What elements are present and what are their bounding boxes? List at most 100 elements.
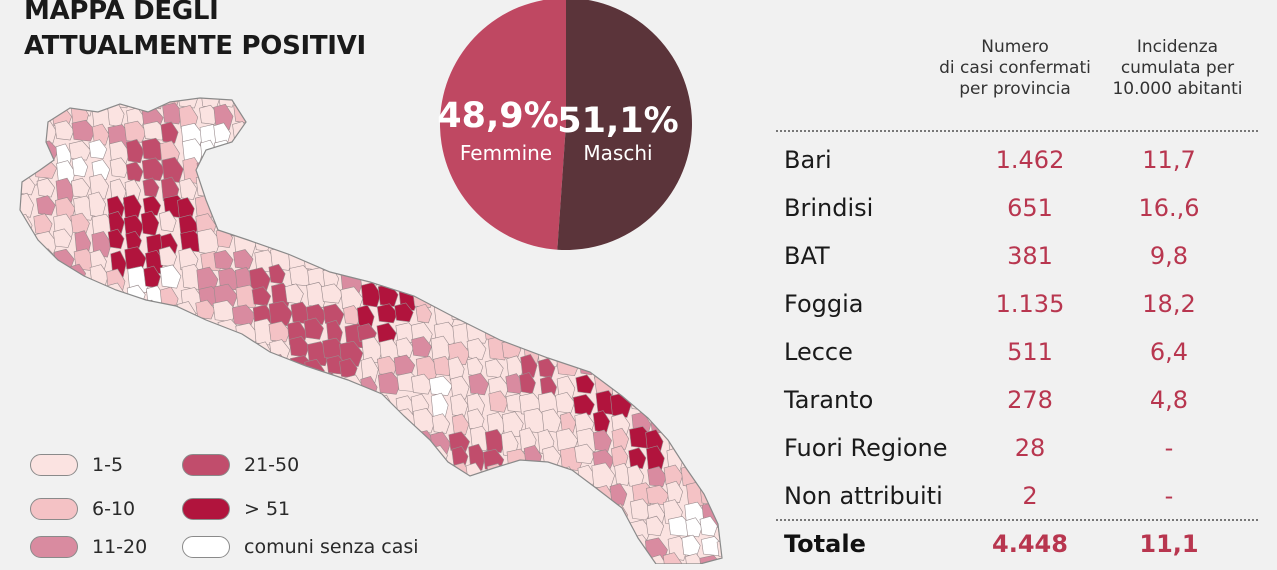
municipality-cell [303,176,326,198]
municipality-cell [414,268,438,291]
municipality-cell [325,155,349,180]
municipality-cell [505,465,526,488]
municipality-cell [483,318,502,342]
municipality-cell [647,466,667,488]
legend-item-no-cases: comuni senza casi [182,536,419,558]
municipality-cell [722,90,740,108]
municipality-cell [558,319,581,345]
municipality-cell [613,304,637,326]
legend-swatch-21-50 [182,454,230,476]
municipality-cell [71,119,96,142]
municipality-cell [716,515,722,538]
municipality-cell [560,557,580,564]
table-row: Fuori Regione 28 - [784,434,1254,474]
municipality-cell [559,500,580,528]
municipality-cell [20,443,24,471]
municipality-cell [344,98,362,111]
municipality-cell [555,428,579,453]
municipality-cell [163,391,182,420]
municipality-cell [302,193,325,221]
municipality-cell [451,537,469,558]
municipality-cell [648,374,670,398]
municipality-cell [307,412,325,440]
municipality-cell [20,427,41,450]
municipality-cell [450,521,475,547]
municipality-cell [20,266,35,290]
municipality-cell [270,104,291,126]
municipality-cell [271,431,290,452]
municipality-cell [51,390,74,418]
municipality-cell [0,210,19,231]
municipality-cell [284,283,304,305]
municipality-cell [200,338,217,359]
municipality-cell [397,98,415,107]
municipality-cell [522,483,544,506]
municipality-cell [702,321,721,347]
municipality-cell [613,336,634,359]
municipality-cell [557,518,575,543]
municipality-cell [451,413,470,436]
municipality-cell [195,299,216,320]
municipality-cell [288,336,310,358]
municipality-cell [0,464,19,488]
municipality-cell [142,195,162,216]
municipality-cell [20,503,24,529]
municipality-cell [468,372,489,396]
province-name: Brindisi [784,194,874,222]
municipality-cell [109,355,128,377]
municipality-cell [235,98,258,111]
municipality-cell [592,500,611,525]
municipality-cell [501,552,523,564]
legend-label-21-50: 21-50 [244,454,300,476]
municipality-cell [737,557,740,564]
municipality-cell [447,555,465,564]
municipality-cell [0,412,15,434]
municipality-cell [106,372,124,394]
municipality-cell [20,320,40,341]
municipality-cell [468,284,490,311]
municipality-cell [213,103,234,131]
province-name: BAT [784,242,830,270]
municipality-cell [394,302,414,323]
municipality-cell [522,557,546,564]
municipality-cell [198,358,221,385]
map-legend: 1-5 6-10 11-20 21-50 > 51 comuni senza c… [30,452,430,564]
municipality-cell [197,377,217,402]
municipality-cell [502,498,525,524]
municipality-cell [360,357,379,384]
municipality-cell [719,408,722,431]
municipality-cell [379,106,397,128]
province-name: Non attribuiti [784,482,943,510]
municipality-cell [286,176,305,198]
municipality-cell [410,140,428,160]
municipality-cell [37,268,56,291]
municipality-cell [340,393,358,414]
municipality-cell [323,104,345,125]
municipality-cell [452,480,470,501]
municipality-cell [377,283,399,307]
municipality-cell [412,209,430,236]
municipality-cell [520,354,538,378]
municipality-cell [573,534,598,559]
municipality-cell [428,501,446,528]
municipality-cell [736,197,740,219]
municipality-cell [503,481,522,508]
municipality-cell [376,179,398,206]
municipality-cell [556,304,581,331]
incidence-value: 18,2 [1142,290,1196,318]
municipality-cell [251,196,273,219]
municipality-cell [649,389,671,411]
municipality-cell [592,410,611,433]
municipality-cell [627,263,647,289]
municipality-cell [213,249,234,270]
municipality-cell [322,303,345,326]
municipality-cell [182,138,204,164]
municipality-cell [574,287,593,310]
municipality-cell [447,356,465,383]
municipality-cell [54,98,73,105]
municipality-cell [504,264,525,285]
municipality-cell [575,374,595,394]
municipality-cell [578,516,596,543]
pie-label-maschi: Maschi [583,141,652,165]
municipality-cell [123,98,143,109]
